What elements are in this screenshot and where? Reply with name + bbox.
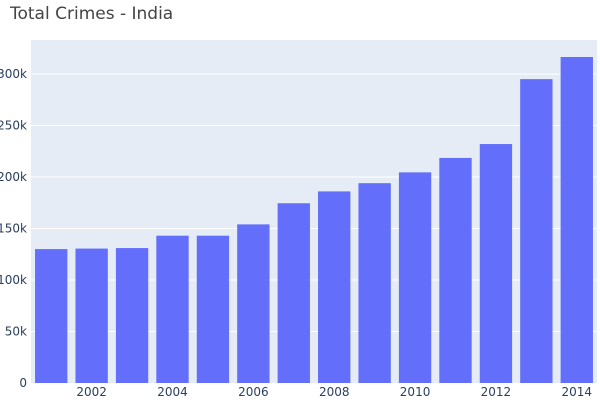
y-tick-label: 50k	[5, 324, 27, 338]
y-tick-label: 300k	[0, 67, 27, 81]
y-tick-label: 0	[19, 376, 27, 390]
bar-2014	[560, 56, 593, 384]
y-tick-label: 200k	[0, 170, 27, 184]
y-tick-label: 250k	[0, 118, 27, 132]
x-tick-label: 2008	[319, 385, 350, 399]
x-tick-label: 2002	[76, 385, 107, 399]
bar-2010	[398, 172, 432, 383]
chart-title: Total Crimes - India	[10, 4, 174, 24]
x-tick-label: 2014	[562, 385, 593, 399]
bar-2011	[439, 157, 472, 383]
y-tick-label: 150k	[0, 221, 27, 235]
bar-2004	[156, 235, 189, 383]
bar-2002	[75, 248, 108, 383]
x-tick-label: 2010	[400, 385, 431, 399]
x-tick-label: 2006	[238, 385, 269, 399]
y-tick-label: 100k	[0, 273, 27, 287]
bar-2005	[196, 235, 230, 383]
bar-2003	[115, 248, 149, 383]
bar-2006	[237, 224, 270, 383]
bar-2007	[277, 203, 310, 383]
bar-2009	[358, 183, 391, 383]
bar-2001	[35, 249, 68, 383]
bar-2013	[520, 79, 553, 383]
bar-2012	[479, 144, 513, 383]
x-tick-label: 2004	[157, 385, 188, 399]
x-tick-label: 2012	[481, 385, 512, 399]
bar-2008	[318, 191, 351, 383]
